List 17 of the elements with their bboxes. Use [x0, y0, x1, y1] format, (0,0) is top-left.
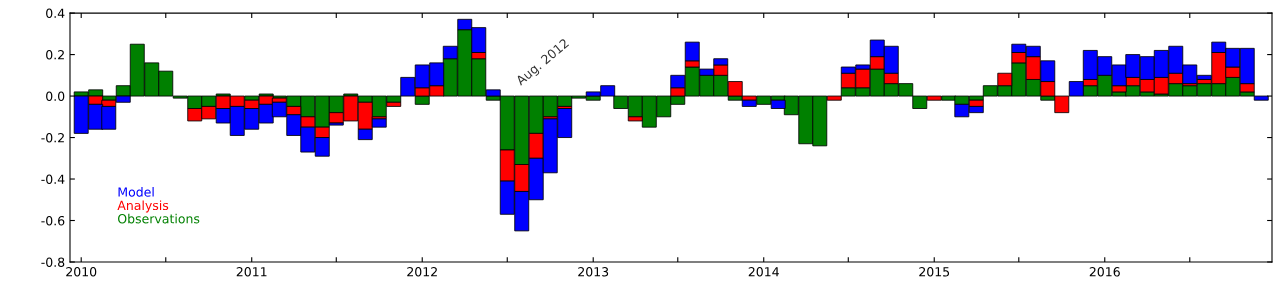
y-tick-label: -0.2	[41, 133, 64, 143]
text: Model	[118, 187, 154, 197]
y-tick-label: 0.2	[46, 50, 64, 60]
x-tick-label: 2012	[407, 267, 437, 277]
x-tick-label: 2011	[236, 267, 267, 277]
x-tick-label: 2014	[748, 267, 779, 277]
text: Analysis	[117, 200, 169, 213]
y-tick-label: -0.6	[41, 215, 65, 226]
x-tick-label: 2016	[1089, 267, 1120, 277]
x-tick-label: 2010	[66, 267, 97, 277]
y-tick-label: -0.4	[41, 174, 65, 184]
x-tick-label: 2015	[919, 267, 950, 277]
y-tick-label: -0.8	[41, 257, 65, 267]
x-tick-label: 2013	[578, 267, 609, 277]
text: Observations	[118, 213, 200, 224]
y-tick-label: 0.0	[46, 91, 65, 101]
y-tick-label: 0.4	[46, 8, 65, 19]
